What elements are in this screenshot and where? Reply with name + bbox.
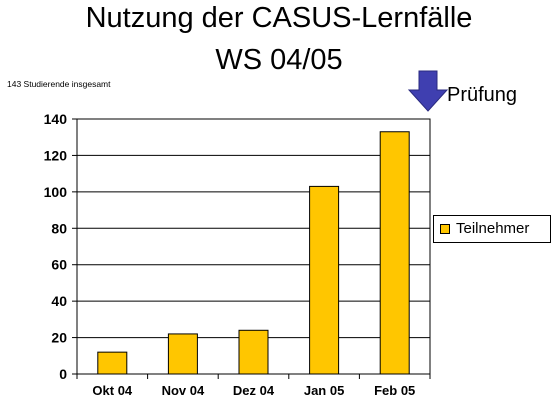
- chart-subtitle: WS 04/05: [215, 44, 343, 76]
- bar: [167, 333, 198, 375]
- y-tick-label: 120: [44, 147, 68, 163]
- y-tick-label: 140: [44, 111, 68, 127]
- x-tick-label: Nov 04: [162, 383, 205, 398]
- y-tick-label: 100: [44, 184, 68, 200]
- y-tick-label: 0: [59, 366, 67, 382]
- legend-swatch: [440, 224, 450, 234]
- y-tick-label: 40: [51, 293, 67, 309]
- bar: [379, 131, 410, 375]
- x-tick-label: Feb 05: [374, 383, 415, 398]
- legend-label: Teilnehmer: [456, 220, 530, 237]
- x-tick-label: Jan 05: [304, 383, 344, 398]
- chart-legend: Teilnehmer: [433, 215, 551, 243]
- y-tick-label: 60: [51, 257, 67, 273]
- exam-annotation-label: Prüfung: [447, 84, 518, 106]
- bar: [309, 185, 340, 375]
- x-tick-label: Dez 04: [233, 383, 275, 398]
- x-tick-label: Okt 04: [92, 383, 133, 398]
- exam-arrow-icon: [407, 70, 449, 112]
- bar: [97, 351, 128, 375]
- total-students-note: 143 Studierende insgesamt: [7, 79, 111, 89]
- chart-title: Nutzung der CASUS-Lernfälle: [85, 2, 473, 34]
- y-tick-label: 20: [51, 330, 67, 346]
- y-tick-label: 80: [51, 220, 67, 236]
- bar: [238, 329, 269, 375]
